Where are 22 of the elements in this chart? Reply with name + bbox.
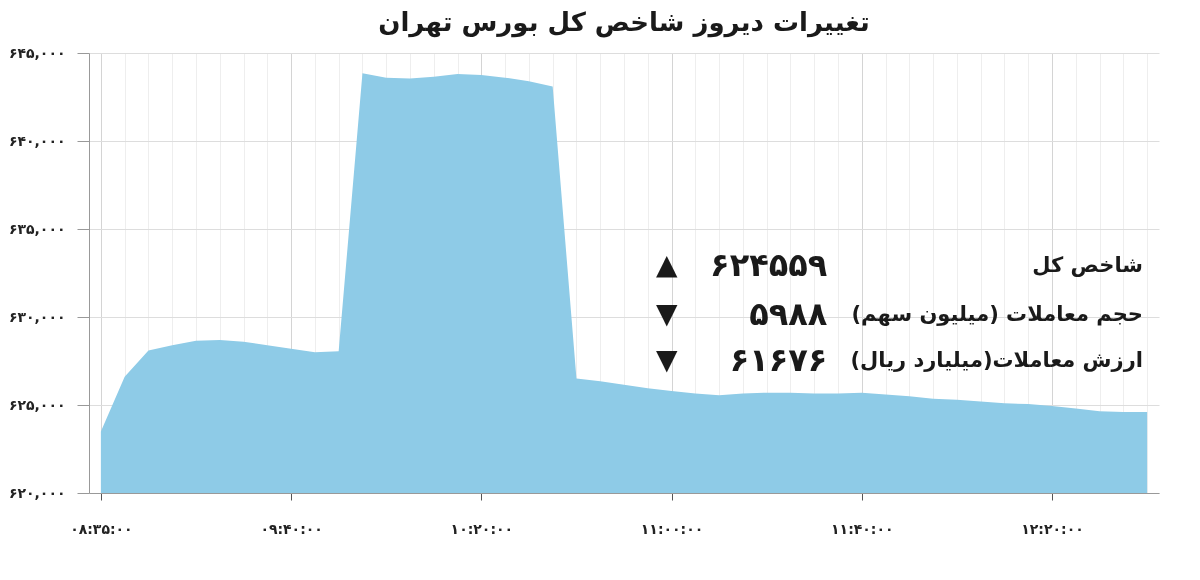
y-tick-label: ۶۴۰,۰۰۰ [8, 132, 66, 149]
x-tick-label: ۱۱:۴۰:۰۰ [831, 520, 894, 537]
annotation: ارزش معاملات(میلیارد ریال) [850, 348, 1143, 372]
y-tick-label: ۶۲۰,۰۰۰ [8, 484, 66, 501]
y-tick-label: ۶۴۵,۰۰۰ [8, 44, 66, 61]
annotation: ۶۱۶۷۶ [729, 341, 828, 379]
chart-title: تغییرات دیروز شاخص کل بورس تهران [378, 7, 870, 38]
annotation: ▼ [656, 343, 679, 376]
x-tick-label: ۱۱:۰۰:۰۰ [640, 520, 704, 537]
annotation: ۵۹۸۸ [749, 294, 828, 333]
annotation: ۶۲۴۵۵۹ [710, 246, 828, 285]
x-tick-label: ۰۸:۳۵:۰۰ [70, 520, 133, 537]
annotation: شاخص کل [1032, 253, 1143, 278]
y-tick-label: ۶۳۰,۰۰۰ [8, 308, 66, 325]
annotation: ▲ [656, 248, 679, 282]
x-tick-label: ۱۲:۲۰:۰۰ [1021, 520, 1084, 537]
annotation: حجم معاملات (میلیون سهم) [851, 301, 1143, 326]
annotation: ▼ [656, 296, 679, 330]
y-tick-label: ۶۳۵,۰۰۰ [8, 220, 66, 237]
x-tick-label: ۱۰:۲۰:۰۰ [450, 520, 514, 537]
y-tick-label: ۶۲۵,۰۰۰ [8, 396, 66, 413]
x-tick-label: ۰۹:۴۰:۰۰ [260, 520, 323, 537]
